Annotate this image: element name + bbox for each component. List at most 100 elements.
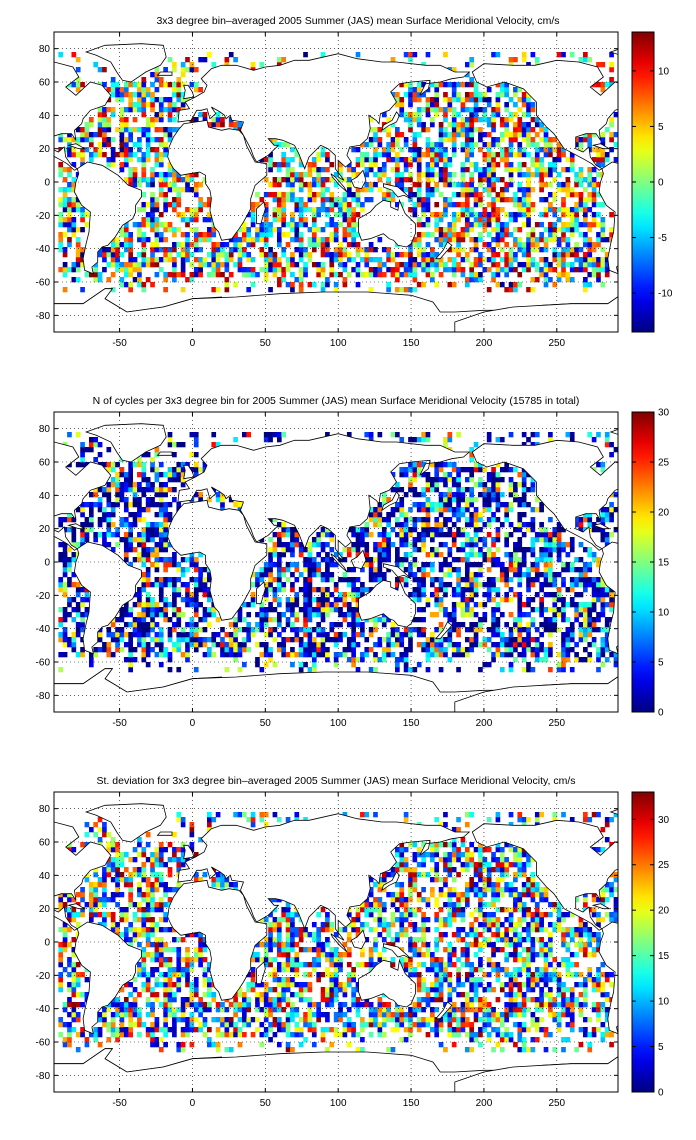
heatmap-cell (499, 467, 505, 473)
heatmap-cell (346, 252, 352, 258)
heatmap-cell (403, 267, 409, 273)
heatmap-cell (281, 582, 287, 588)
heatmap-cell (106, 142, 112, 148)
heatmap-cell (325, 637, 330, 643)
heatmap-cell (569, 167, 575, 173)
heatmap-cell (561, 642, 566, 648)
heatmap-cell (75, 632, 81, 638)
heatmap-cell (578, 592, 584, 598)
heatmap-cell (154, 527, 160, 533)
heatmap-cell (469, 127, 475, 133)
heatmap-cell (591, 267, 597, 273)
heatmap-cell (600, 87, 606, 93)
heatmap-cell (123, 147, 129, 153)
heatmap-cell (58, 522, 64, 528)
heatmap-cell (408, 122, 413, 128)
heatmap-cell (307, 642, 313, 648)
heatmap-cell (587, 567, 593, 573)
heatmap-cell (412, 477, 418, 483)
heatmap-cell (561, 647, 566, 653)
heatmap-cell (276, 622, 282, 628)
heatmap-cell (473, 442, 479, 448)
heatmap-cell (75, 652, 81, 658)
heatmap-cell (193, 622, 199, 628)
heatmap-cell (534, 537, 540, 543)
heatmap-cell (578, 177, 584, 183)
heatmap-cell (58, 217, 64, 223)
heatmap-cell (526, 667, 531, 673)
heatmap-cell (543, 147, 549, 153)
heatmap-cell (193, 592, 199, 598)
heatmap-cell (128, 612, 133, 618)
heatmap-cell (478, 617, 483, 623)
heatmap-cell (62, 177, 68, 183)
heatmap-cell (443, 152, 448, 158)
heatmap-cell (368, 257, 374, 263)
heatmap-cell (150, 602, 155, 608)
heatmap-cell (154, 197, 160, 203)
heatmap-cell (67, 212, 72, 218)
heatmap-cell (93, 267, 99, 273)
heatmap-cell (115, 242, 120, 248)
heatmap-cell (473, 127, 479, 133)
heatmap-cell (495, 507, 501, 513)
heatmap-cell (290, 282, 295, 288)
heatmap-cell (294, 232, 300, 238)
heatmap-cell (338, 622, 343, 628)
heatmap-cell (259, 572, 265, 578)
heatmap-cell (158, 637, 164, 643)
heatmap-cell (521, 267, 527, 273)
heatmap-cell (469, 97, 475, 103)
heatmap-cell (504, 257, 509, 263)
heatmap-cell (180, 442, 186, 448)
heatmap-cell (368, 162, 374, 168)
heatmap-cell (150, 182, 155, 188)
heatmap-cell (543, 267, 549, 273)
heatmap-cell (163, 612, 168, 618)
heatmap-cell (307, 647, 313, 653)
heatmap-cell (600, 267, 606, 273)
heatmap-cell (137, 272, 142, 278)
heatmap-cell (307, 597, 313, 603)
heatmap-cell (478, 117, 483, 123)
heatmap-cell (360, 162, 365, 168)
heatmap-cell (495, 237, 501, 243)
heatmap-cell (123, 477, 129, 483)
heatmap-cell (513, 57, 518, 63)
heatmap-cell (298, 242, 304, 248)
heatmap-cell (242, 247, 247, 253)
heatmap-cell (193, 247, 199, 253)
heatmap-cell (132, 647, 138, 653)
heatmap-cell (158, 222, 164, 228)
heatmap-cell (189, 212, 195, 218)
heatmap-cell (456, 582, 461, 588)
heatmap-cell (263, 237, 269, 243)
heatmap-cell (604, 637, 610, 643)
heatmap-cell (425, 197, 431, 203)
heatmap-cell (80, 217, 85, 223)
heatmap-cell (499, 257, 505, 263)
heatmap-cell (285, 602, 291, 608)
heatmap-cell (119, 537, 125, 543)
heatmap-cell (320, 167, 326, 173)
heatmap-cell (495, 52, 501, 58)
heatmap-cell (338, 552, 343, 558)
heatmap-cell (451, 202, 457, 208)
heatmap-cell (97, 487, 103, 493)
heatmap-cell (569, 622, 575, 628)
heatmap-cell (233, 632, 238, 638)
heatmap-cell (543, 542, 549, 548)
heatmap-cell (84, 592, 90, 598)
heatmap-cell (491, 652, 496, 658)
heatmap-cell (403, 492, 409, 498)
heatmap-cell (539, 587, 544, 593)
heatmap-cell (193, 607, 199, 613)
heatmap-cell (276, 582, 282, 588)
heatmap-cell (430, 232, 435, 238)
heatmap-cell (548, 607, 553, 613)
heatmap-cell (521, 552, 527, 558)
heatmap-cell (504, 157, 509, 163)
heatmap-cell (543, 652, 549, 658)
heatmap-cell (425, 137, 431, 143)
heatmap-cell (263, 607, 269, 613)
